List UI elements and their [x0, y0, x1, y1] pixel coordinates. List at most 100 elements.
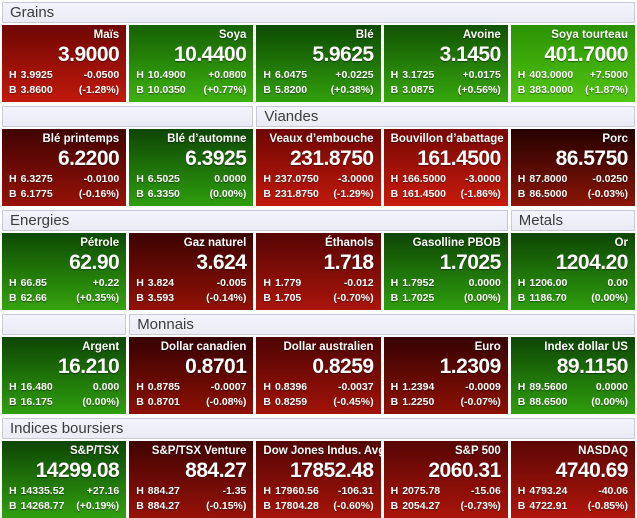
low-label: B	[9, 84, 17, 96]
quote-tile-sp500[interactable]: S&P 500 2060.31 H 2075.78 -15.06 B 2054.27 (…	[383, 441, 508, 518]
low-value: 62.66	[20, 292, 47, 304]
quote-tile-ethanols[interactable]: Éthanols 1.718 H 1.779 -0.012 B 1.705 (-0.70…	[256, 233, 381, 310]
change-value: +7.5000	[589, 69, 628, 81]
instrument-name: Index dollar US	[544, 341, 628, 353]
change-value: +0.0225	[335, 69, 374, 81]
high-value: 10.4900	[147, 69, 186, 81]
change-value: +0.0800	[208, 69, 247, 81]
low-label: B	[517, 500, 526, 512]
high-value: 6.3275	[20, 173, 53, 185]
quote-tile-euro[interactable]: Euro 1.2309 H 1.2394 -0.0009 B 1.2250 (-0.07…	[383, 337, 508, 414]
quote-tile-avoine[interactable]: Avoine 3.1450 H 3.1725 +0.0175 B 3.0875 (+0.…	[383, 25, 508, 102]
change-percent: (0.00%)	[591, 292, 628, 304]
high-value: 87.8000	[529, 173, 568, 185]
high-label: H	[263, 173, 271, 185]
high-label: H	[136, 173, 144, 185]
change-percent: (-0.85%)	[587, 500, 628, 512]
low-label: B	[136, 396, 144, 408]
section-header-spacer	[2, 314, 127, 335]
section-header-energies: Energies	[2, 210, 508, 231]
change-value: -0.0037	[337, 381, 374, 393]
quote-tile-or[interactable]: Or 1204.20 H 1206.00 0.00 B 1186.70 (0.00%)	[510, 233, 635, 310]
section-grains: Grains Maïs 3.9000 H 3.9925 -0.0500 B 3.860…	[2, 2, 635, 102]
quote-tile-ble-automne[interactable]: Blé d’automne 6.3925 H 6.5025 0.0000 B 6.33…	[129, 129, 254, 206]
quote-tile-ble-printemps[interactable]: Blé printemps 6.2200 H 6.3275 -0.0100 B 6.1…	[2, 129, 127, 206]
quote-tile-bouvillon-abattage[interactable]: Bouvillon d’abattage 161.4500 H 166.5000 -…	[383, 129, 508, 206]
last-price: 401.7000	[544, 43, 628, 66]
change-value: -0.0007	[210, 381, 247, 393]
change-value: +0.22	[92, 277, 120, 289]
high-label: H	[390, 69, 399, 81]
instrument-name: Blé d’automne	[167, 133, 247, 145]
change-value: -0.0500	[83, 69, 120, 81]
quote-tile-gasolline-pbob[interactable]: Gasolline PBOB 1.7025 H 1.7952 0.0000 B 1.7…	[383, 233, 508, 310]
quote-tile-ble[interactable]: Blé 5.9625 H 6.0475 +0.0225 B 5.8200 (+0.38%…	[256, 25, 381, 102]
high-value: 14335.52	[20, 485, 65, 497]
section-energies-metals: Energies Metals Pétrole 62.90 H 66.85 +0.2…	[2, 210, 635, 310]
quote-tile-nasdaq[interactable]: NASDAQ 4740.69 H 4793.24 -40.06 B 4722.91 (-…	[510, 441, 635, 518]
high-label: H	[390, 485, 399, 497]
low-value: 1.2250	[402, 396, 435, 408]
low-label: B	[9, 188, 17, 200]
change-value: -0.0250	[592, 173, 628, 185]
quote-tile-soya-tourteau[interactable]: Soya tourteau 401.7000 H 403.0000 +7.5000 …	[510, 25, 635, 102]
change-percent: (-0.45%)	[333, 396, 374, 408]
change-percent: (+0.56%)	[457, 84, 501, 96]
high-label: H	[9, 277, 17, 289]
change-percent: (+1.87%)	[585, 84, 628, 96]
low-label: B	[390, 396, 399, 408]
quote-tile-dow-jones[interactable]: Dow Jones Indus. Avg. 17852.48 H 17960.56…	[256, 441, 381, 518]
low-label: B	[390, 84, 399, 96]
change-percent: (-0.08%)	[206, 396, 247, 408]
quote-tile-sptsx[interactable]: S&P/TSX 14299.08 H 14335.52 +27.16 B 14268.…	[2, 441, 127, 518]
high-value: 89.5600	[529, 381, 568, 393]
change-value: -3.0000	[465, 173, 501, 185]
change-percent: (-1.29%)	[333, 188, 374, 200]
change-percent: (-0.07%)	[460, 396, 501, 408]
high-label: H	[390, 277, 399, 289]
quote-tile-soya[interactable]: Soya 10.4400 H 10.4900 +0.0800 B 10.0350 (+0…	[129, 25, 254, 102]
high-label: H	[263, 485, 271, 497]
last-price: 231.8750	[290, 147, 374, 170]
last-price: 0.8701	[185, 355, 247, 378]
change-value: +27.16	[86, 485, 120, 497]
quote-tile-gaz-naturel[interactable]: Gaz naturel 3.624 H 3.824 -0.005 B 3.593 (-0…	[129, 233, 254, 310]
high-label: H	[136, 69, 144, 81]
low-value: 4722.91	[529, 500, 568, 512]
quote-tile-dollar-australien[interactable]: Dollar australien 0.8259 H 0.8396 -0.0037 …	[256, 337, 381, 414]
low-value: 17804.28	[274, 500, 319, 512]
low-value: 10.0350	[147, 84, 186, 96]
last-price: 89.1150	[556, 355, 629, 378]
change-value: 0.0000	[214, 173, 247, 185]
instrument-name: Soya tourteau	[551, 29, 628, 41]
quote-tile-index-dollar-us[interactable]: Index dollar US 89.1150 H 89.5600 0.0000 B…	[510, 337, 635, 414]
last-price: 10.4400	[173, 43, 247, 66]
quote-tile-mais[interactable]: Maïs 3.9000 H 3.9925 -0.0500 B 3.8600 (-1.28…	[2, 25, 127, 102]
last-price: 6.3925	[185, 147, 247, 170]
change-percent: (0.00%)	[591, 396, 628, 408]
quote-tile-petrole[interactable]: Pétrole 62.90 H 66.85 +0.22 B 62.66 (+0.35%)	[2, 233, 127, 310]
quote-tile-porc[interactable]: Porc 86.5750 H 87.8000 -0.0250 B 86.5000 (-0…	[510, 129, 635, 206]
last-price: 1.718	[323, 251, 375, 274]
instrument-name: S&P/TSX	[69, 445, 120, 457]
low-label: B	[517, 396, 526, 408]
quote-tile-veaux-embouche[interactable]: Veaux d’embouche 231.8750 H 237.0750 -3.00…	[256, 129, 381, 206]
low-value: 6.1775	[20, 188, 53, 200]
low-value: 1186.70	[529, 292, 567, 304]
quote-tile-argent[interactable]: Argent 16.210 H 16.480 0.000 B 16.175 (0.00%…	[2, 337, 127, 414]
change-value: -0.0100	[83, 173, 120, 185]
section-header-indices: Indices boursiers	[2, 418, 635, 439]
high-label: H	[390, 173, 399, 185]
low-value: 884.27	[147, 500, 180, 512]
instrument-name: S&P/TSX Venture	[151, 445, 247, 457]
low-value: 5.8200	[274, 84, 308, 96]
high-label: H	[517, 485, 526, 497]
instrument-name: Maïs	[93, 29, 120, 41]
instrument-name: Porc	[602, 133, 628, 145]
low-value: 383.0000	[529, 84, 574, 96]
low-value: 1.7025	[402, 292, 435, 304]
quote-tile-sptsx-venture[interactable]: S&P/TSX Venture 884.27 H 884.27 -1.35 B 884…	[129, 441, 254, 518]
high-value: 3.1725	[402, 69, 435, 81]
change-percent: (-0.14%)	[206, 292, 247, 304]
